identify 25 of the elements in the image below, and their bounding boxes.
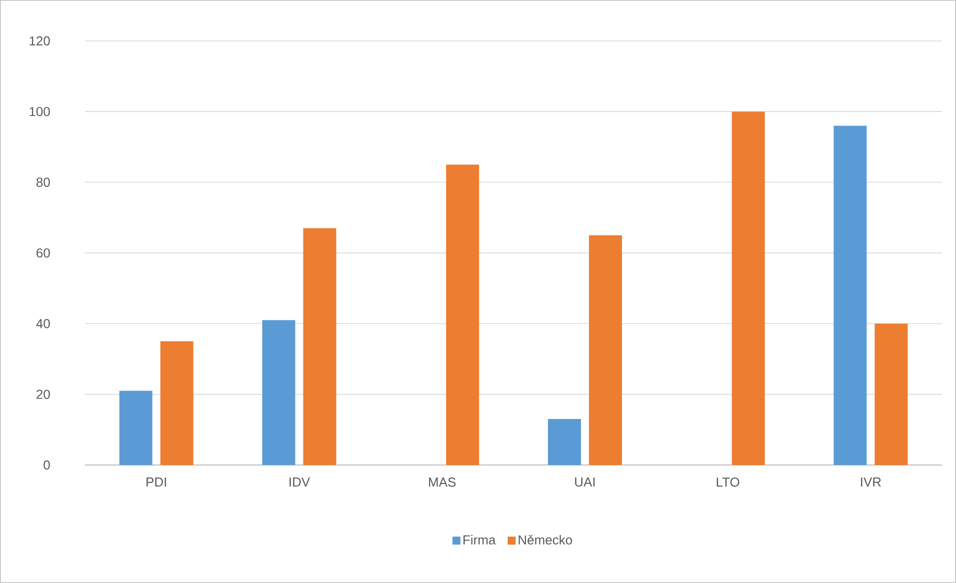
y-tick-label: 40 — [36, 319, 50, 328]
bar — [732, 112, 765, 466]
bar — [874, 324, 908, 466]
x-tick-label: MAS — [429, 478, 456, 487]
bar — [446, 164, 480, 466]
x-tick-label: IDV — [290, 478, 310, 487]
y-tick-label: 60 — [36, 248, 50, 258]
legend-label: Firma — [464, 534, 496, 545]
legend-label: Německo — [518, 534, 572, 545]
y-tick-label: 20 — [36, 390, 50, 399]
y-tick-label: 0 — [44, 460, 50, 470]
bar — [262, 320, 296, 466]
y-tick-label: 100 — [30, 107, 50, 116]
x-tick-label: UAI — [575, 478, 595, 487]
x-tick-label: LTO — [716, 478, 740, 487]
bar — [119, 390, 152, 466]
bar — [834, 126, 867, 466]
bar — [160, 341, 194, 466]
x-tick-label: PDI — [146, 478, 166, 487]
bar — [548, 419, 581, 466]
y-tick-label: 120 — [30, 36, 50, 46]
x-tick-label: IVR — [861, 478, 881, 487]
y-tick-label: 80 — [36, 178, 50, 187]
bar — [588, 235, 622, 466]
bar — [303, 228, 336, 466]
